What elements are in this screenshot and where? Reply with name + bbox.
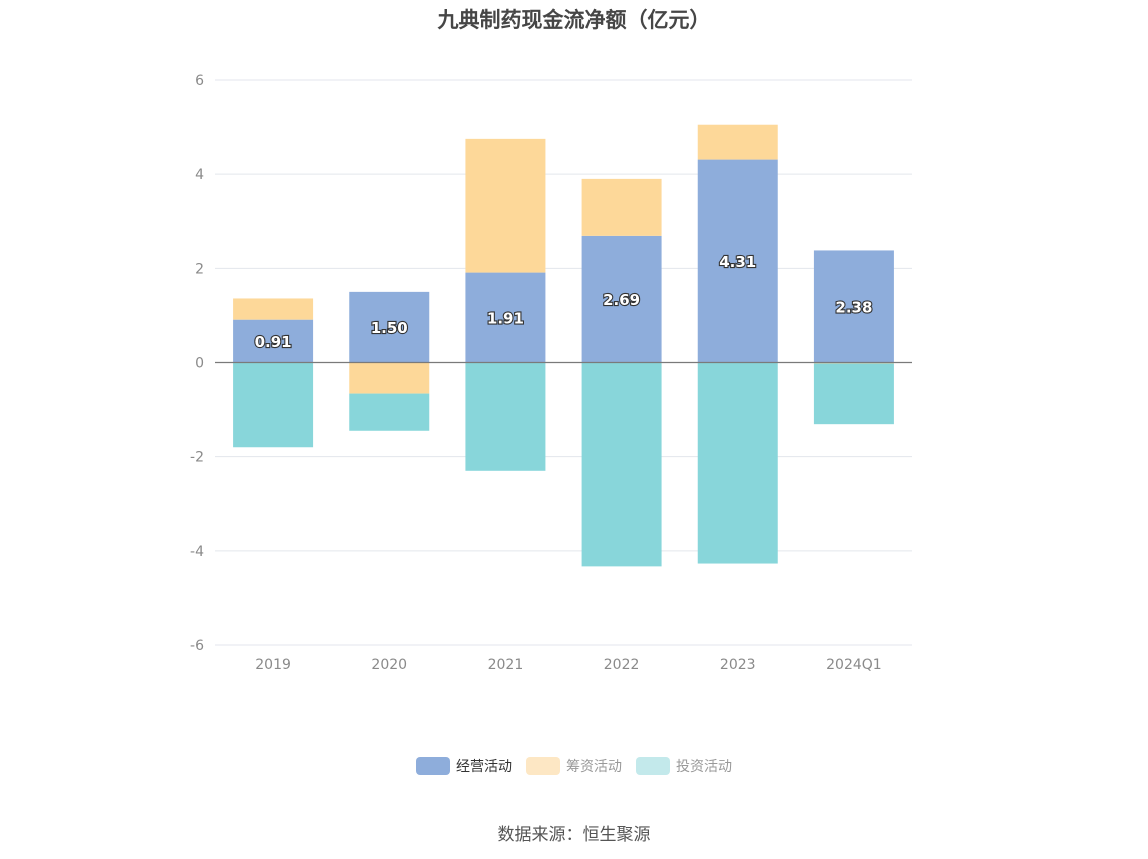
bar-筹资活动-2019 — [233, 298, 314, 320]
x-tick-label: 2023 — [720, 657, 756, 673]
chart-title: 九典制药现金流净额（亿元） — [437, 8, 711, 32]
bar-筹资活动-2022 — [581, 178, 662, 236]
legend-label-financing: 筹资活动 — [566, 759, 622, 775]
legend-item-investing[interactable]: 投资活动 — [636, 756, 732, 776]
bar-经营活动-2024Q1 — [813, 250, 894, 363]
legend: 经营活动 筹资活动 投资活动 — [0, 756, 1148, 776]
bar-投资活动-2023 — [697, 362, 778, 564]
gridlines — [215, 79, 912, 646]
bars — [233, 124, 894, 567]
legend-label-investing: 投资活动 — [676, 759, 732, 775]
data-labels: 0.91 1.50 1.91 2.69 4.31 2.38 — [253, 252, 873, 352]
x-tick-label: 2021 — [488, 657, 524, 673]
bar-经营活动-2023 — [697, 159, 778, 363]
bar-筹资活动-2021 — [465, 138, 546, 273]
bar-筹资活动-2023 — [697, 124, 778, 160]
chart-area: 6 4 2 0 -2 -4 -6 2019 2020 2021 2022 2023 2024Q1 0.9… — [190, 73, 912, 673]
bar-投资活动-2022 — [581, 362, 662, 567]
bar-经营活动-2021 — [465, 272, 546, 363]
source-note: 数据来源：恒生聚源 — [497, 825, 651, 845]
legend-label-operating: 经营活动 — [456, 759, 512, 775]
data-label: 2.69 — [603, 291, 640, 309]
y-tick-label: -6 — [190, 638, 204, 654]
bar-投资活动-2021 — [465, 362, 546, 471]
x-tick-label: 2024Q1 — [826, 657, 882, 673]
data-label: 1.91 — [487, 310, 524, 328]
bar-经营活动-2022 — [581, 235, 662, 363]
legend-swatch-operating — [416, 757, 450, 775]
data-label: 2.38 — [835, 298, 872, 316]
y-tick-label: -2 — [190, 450, 204, 466]
bar-投资活动-2020 — [349, 393, 430, 431]
legend-item-financing[interactable]: 筹资活动 — [526, 756, 622, 776]
bar-筹资活动-2020 — [349, 362, 430, 394]
x-tick-label: 2022 — [604, 657, 640, 673]
x-tick-label: 2019 — [255, 657, 291, 673]
y-tick-label: 6 — [195, 73, 204, 89]
bar-投资活动-2019 — [233, 362, 314, 448]
legend-swatch-financing — [526, 757, 560, 775]
y-tick-label: 2 — [195, 261, 204, 277]
y-tick-label: 4 — [195, 167, 204, 183]
bar-经营活动-2019 — [233, 319, 314, 363]
x-tick-label: 2020 — [371, 657, 407, 673]
data-label: 1.50 — [371, 319, 408, 337]
axes: 6 4 2 0 -2 -4 -6 2019 2020 2021 2022 2023 2024Q1 — [190, 73, 912, 673]
bar-经营活动-2020 — [349, 291, 430, 363]
legend-swatch-investing — [636, 757, 670, 775]
y-tick-label: 0 — [195, 356, 204, 372]
bar-投资活动-2024Q1 — [813, 363, 894, 425]
y-tick-label: -4 — [190, 544, 204, 560]
legend-item-operating[interactable]: 经营活动 — [416, 756, 512, 776]
data-label: 0.91 — [255, 333, 292, 351]
data-label: 4.31 — [719, 253, 756, 271]
